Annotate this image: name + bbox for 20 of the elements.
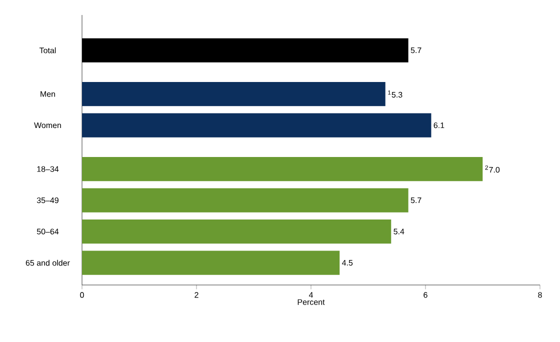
y-tick-label: 18–34 — [37, 166, 59, 172]
data-label: $^{2}$7.0 — [485, 166, 500, 173]
x-tick-label: 8 — [538, 292, 542, 298]
data-label: 6.1 — [434, 122, 444, 128]
data-label: 5.4 — [394, 228, 404, 234]
y-tick-label: Total — [39, 47, 56, 54]
data-label: $^{1}$5.3 — [388, 90, 402, 98]
x-tick-label: 2 — [194, 292, 198, 298]
y-tick-label: 65 and older — [26, 260, 70, 266]
data-label: 5.7 — [410, 198, 422, 204]
y-tick-label: Women — [34, 122, 61, 128]
data-label: 4.5 — [342, 260, 353, 266]
x-axis-title: Percent — [298, 299, 325, 305]
y-tick-label: 50–64 — [36, 228, 59, 234]
x-tick-label: 6 — [424, 292, 428, 298]
x-tick-label: 4 — [308, 292, 313, 298]
x-tick-label: 0 — [80, 292, 84, 298]
data-label: 5.7 — [410, 48, 422, 54]
y-tick-label: Men — [40, 91, 56, 97]
y-tick-label: 35–49 — [36, 197, 58, 204]
